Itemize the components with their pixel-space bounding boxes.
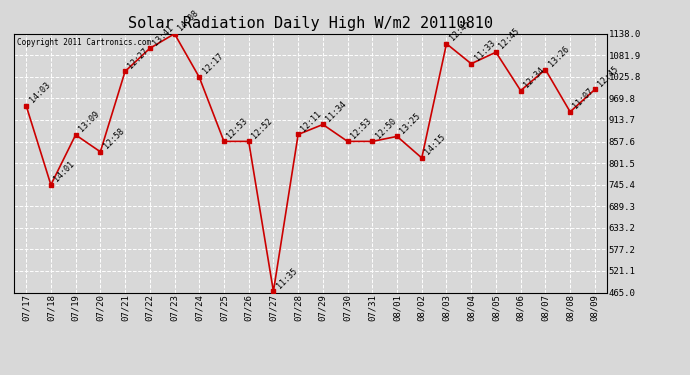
Text: 12:11: 12:11 (299, 109, 324, 133)
Text: 11:35: 11:35 (275, 266, 299, 290)
Text: 13:41: 13:41 (151, 23, 175, 47)
Text: 12:34: 12:34 (522, 65, 546, 89)
Text: 12:53: 12:53 (349, 116, 373, 140)
Text: 13:26: 13:26 (546, 44, 571, 68)
Text: 12:27: 12:27 (126, 46, 150, 70)
Text: 12:50: 12:50 (374, 116, 397, 140)
Text: 12:45: 12:45 (596, 64, 620, 88)
Text: 11:34: 11:34 (324, 99, 348, 123)
Title: Solar Radiation Daily High W/m2 20110810: Solar Radiation Daily High W/m2 20110810 (128, 16, 493, 31)
Text: 12:53: 12:53 (226, 116, 249, 140)
Text: 12:45: 12:45 (448, 18, 472, 42)
Text: 13:25: 13:25 (398, 111, 422, 135)
Text: 13:09: 13:09 (77, 110, 101, 134)
Text: Copyright 2011 Cartronics.com: Copyright 2011 Cartronics.com (17, 38, 151, 46)
Text: 11:07: 11:07 (571, 86, 595, 110)
Text: 14:01: 14:01 (52, 159, 77, 183)
Text: 11:33: 11:33 (473, 38, 497, 62)
Text: 12:17: 12:17 (201, 52, 225, 76)
Text: 12:52: 12:52 (250, 116, 274, 140)
Text: 12:58: 12:58 (101, 126, 126, 150)
Text: 12:45: 12:45 (497, 27, 522, 51)
Text: 14:03: 14:03 (28, 80, 52, 104)
Text: 14:15: 14:15 (423, 132, 447, 156)
Text: 14:08: 14:08 (176, 8, 200, 32)
